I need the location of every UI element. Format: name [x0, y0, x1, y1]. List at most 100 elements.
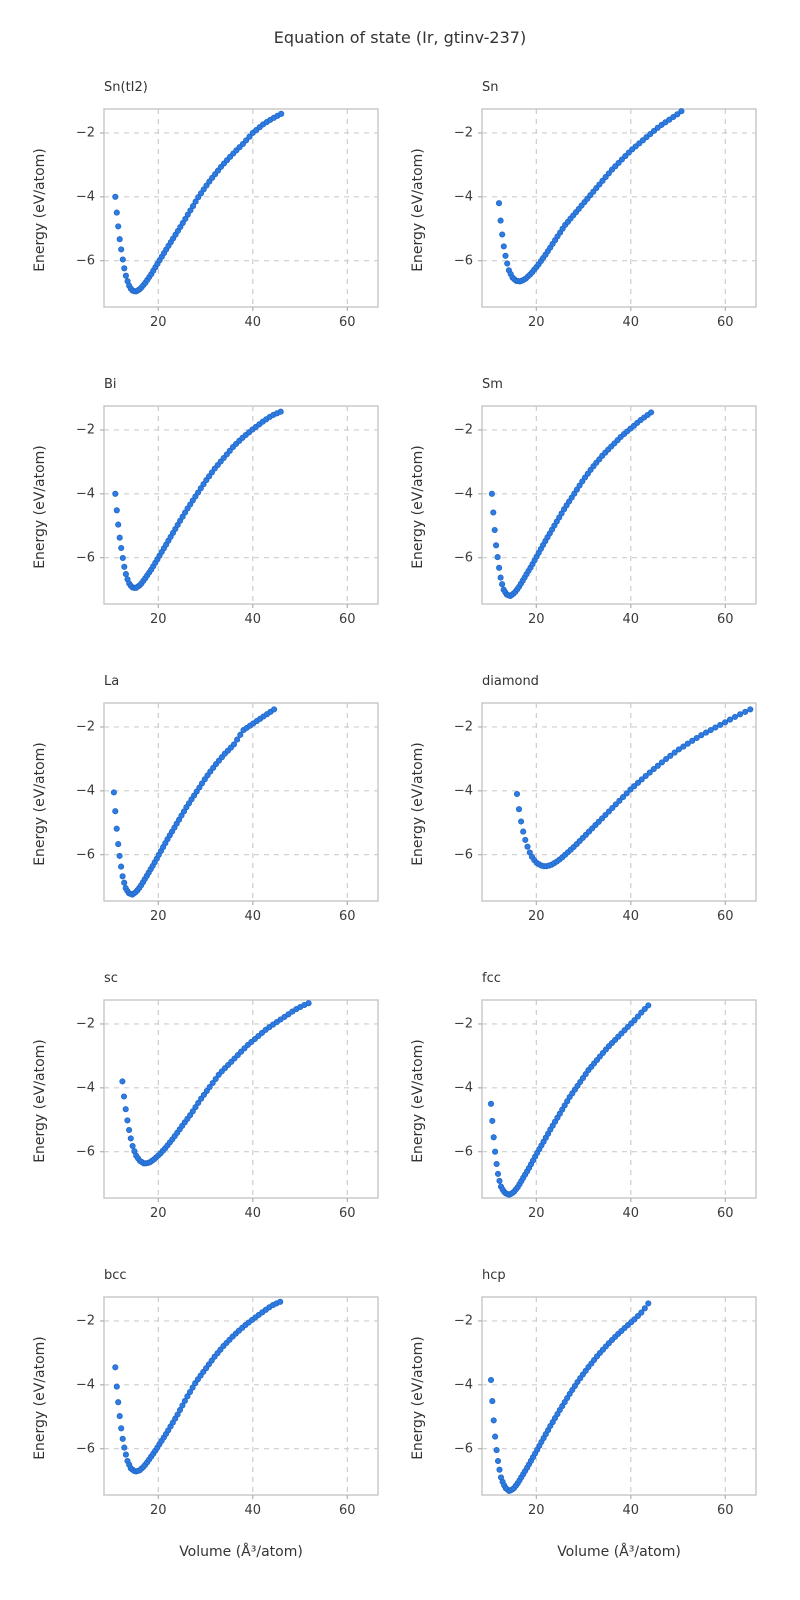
- y-tick-label: −4: [75, 1080, 95, 1096]
- x-tick-labels: 20 40 60: [482, 1206, 756, 1226]
- subplot-title: Sn: [482, 80, 499, 95]
- y-tick-label: −2: [75, 719, 95, 735]
- subplot-la: La Energy (eV/atom) −2 −4 −6 20 40 60: [0, 658, 400, 955]
- subplot-sn-tl2: Sn(tI2) Energy (eV/atom) −2 −4 −6 20 40 60: [0, 64, 400, 361]
- y-tick-label: −4: [453, 783, 473, 799]
- x-tick-labels: 20 40 60: [104, 315, 378, 335]
- subplot-title: Sn(tI2): [104, 80, 148, 95]
- x-tick-label: 60: [339, 1206, 356, 1221]
- plot-area: [100, 108, 379, 311]
- x-axis-label: Volume (Å³/atom): [557, 1544, 681, 1560]
- plot-area: [478, 1296, 757, 1499]
- x-tick-label: 40: [622, 909, 640, 924]
- y-tick-label: −2: [75, 422, 95, 438]
- subplot-title: La: [104, 674, 120, 689]
- subplot-sc: sc Energy (eV/atom) −2 −4 −6 20 40 60: [0, 955, 400, 1252]
- x-tick-label: 60: [717, 612, 734, 627]
- y-tick-label: −6: [75, 847, 95, 863]
- subplot-title: bcc: [104, 1268, 127, 1283]
- y-tick-labels: −2 −4 −6: [0, 406, 95, 604]
- y-tick-labels: −2 −4 −6: [400, 406, 473, 604]
- y-tick-label: −4: [75, 486, 95, 502]
- y-tick-label: −6: [453, 550, 473, 566]
- x-tick-labels: 20 40 60: [482, 909, 756, 929]
- y-tick-label: −4: [453, 486, 473, 502]
- y-tick-labels: −2 −4 −6: [400, 703, 473, 901]
- x-tick-label: 40: [622, 1206, 640, 1221]
- y-tick-label: −4: [75, 783, 95, 799]
- y-tick-label: −6: [453, 253, 473, 269]
- subplot-fcc: fcc Energy (eV/atom) −2 −4 −6 20 40 60: [400, 955, 800, 1252]
- x-tick-labels: 20 40 60: [104, 909, 378, 929]
- subplot-row-3: La Energy (eV/atom) −2 −4 −6 20 40 60 diamon…: [0, 658, 800, 955]
- y-tick-label: −6: [75, 550, 95, 566]
- subplot-row-1: Sn(tI2) Energy (eV/atom) −2 −4 −6 20 40 60 S…: [0, 64, 800, 361]
- x-tick-label: 60: [717, 315, 734, 330]
- subplot-row-5: bcc Energy (eV/atom) −2 −4 −6 20 40 60 Volum…: [0, 1252, 800, 1600]
- subplot-row-2: Bi Energy (eV/atom) −2 −4 −6 20 40 60 Sm Ene…: [0, 361, 800, 658]
- x-tick-label: 20: [528, 1503, 545, 1518]
- y-tick-label: −6: [75, 1441, 95, 1457]
- y-tick-labels: −2 −4 −6: [0, 703, 95, 901]
- x-tick-label: 40: [244, 1206, 262, 1221]
- x-tick-label: 60: [717, 909, 734, 924]
- subplot-row-4: sc Energy (eV/atom) −2 −4 −6 20 40 60 fcc En…: [0, 955, 800, 1252]
- y-tick-label: −6: [453, 847, 473, 863]
- y-tick-label: −4: [75, 1377, 95, 1393]
- plot-area: [478, 999, 757, 1202]
- x-tick-labels: 20 40 60: [104, 1503, 378, 1523]
- y-tick-label: −2: [453, 1016, 473, 1032]
- subplot-bi: Bi Energy (eV/atom) −2 −4 −6 20 40 60: [0, 361, 400, 658]
- y-tick-labels: −2 −4 −6: [400, 109, 473, 307]
- x-tick-label: 20: [150, 612, 167, 627]
- x-tick-label: 20: [528, 612, 545, 627]
- y-tick-label: −2: [75, 1016, 95, 1032]
- plot-area: [478, 108, 757, 311]
- x-tick-label: 60: [339, 909, 356, 924]
- x-tick-label: 40: [244, 1503, 262, 1518]
- plot-area: [100, 1296, 379, 1499]
- x-tick-label: 20: [150, 909, 167, 924]
- x-tick-label: 20: [150, 1503, 167, 1518]
- x-tick-label: 40: [244, 612, 262, 627]
- subplot-hcp: hcp Energy (eV/atom) −2 −4 −6 20 40 60 Volum…: [400, 1252, 800, 1600]
- y-tick-labels: −2 −4 −6: [0, 1000, 95, 1198]
- plot-area: [100, 999, 379, 1202]
- y-tick-label: −4: [453, 189, 473, 205]
- y-tick-label: −2: [75, 125, 95, 141]
- y-tick-label: −6: [453, 1144, 473, 1160]
- x-tick-label: 40: [622, 612, 640, 627]
- x-tick-labels: 20 40 60: [482, 315, 756, 335]
- plot-area: [478, 405, 757, 608]
- plot-area: [478, 702, 757, 905]
- subplot-title: Sm: [482, 377, 503, 392]
- subplot-diamond: diamond Energy (eV/atom) −2 −4 −6 20 40 60: [400, 658, 800, 955]
- y-tick-label: −2: [453, 125, 473, 141]
- subplot-bcc: bcc Energy (eV/atom) −2 −4 −6 20 40 60 Volum…: [0, 1252, 400, 1600]
- x-tick-label: 20: [528, 315, 545, 330]
- x-tick-label: 20: [150, 1206, 167, 1221]
- y-tick-label: −2: [75, 1313, 95, 1329]
- subplot-title: diamond: [482, 674, 539, 689]
- y-tick-labels: −2 −4 −6: [400, 1297, 473, 1495]
- subplot-sm: Sm Energy (eV/atom) −2 −4 −6 20 40 60: [400, 361, 800, 658]
- x-tick-label: 40: [244, 909, 262, 924]
- y-tick-labels: −2 −4 −6: [0, 1297, 95, 1495]
- y-tick-labels: −2 −4 −6: [0, 109, 95, 307]
- y-tick-label: −2: [453, 719, 473, 735]
- plot-area: [100, 702, 379, 905]
- x-tick-label: 20: [150, 315, 167, 330]
- subplot-title: hcp: [482, 1268, 506, 1283]
- y-tick-label: −6: [453, 1441, 473, 1457]
- y-tick-label: −4: [453, 1377, 473, 1393]
- x-tick-label: 60: [339, 612, 356, 627]
- subplot-title: Bi: [104, 377, 117, 392]
- x-tick-labels: 20 40 60: [482, 1503, 756, 1523]
- x-tick-label: 20: [528, 1206, 545, 1221]
- x-tick-label: 60: [717, 1206, 734, 1221]
- y-tick-label: −6: [75, 1144, 95, 1160]
- y-tick-label: −6: [75, 253, 95, 269]
- y-tick-label: −4: [75, 189, 95, 205]
- x-tick-label: 40: [244, 315, 262, 330]
- x-axis-label: Volume (Å³/atom): [179, 1544, 303, 1560]
